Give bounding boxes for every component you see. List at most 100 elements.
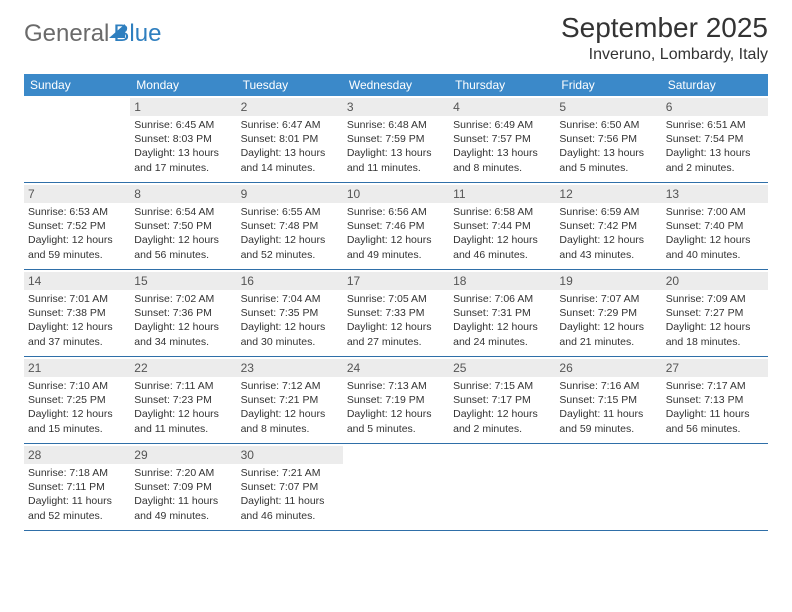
day-details: Sunrise: 7:02 AMSunset: 7:36 PMDaylight:… bbox=[134, 292, 232, 349]
day-details: Sunrise: 6:55 AMSunset: 7:48 PMDaylight:… bbox=[241, 205, 339, 262]
day-cell bbox=[662, 444, 768, 530]
day-details: Sunrise: 6:53 AMSunset: 7:52 PMDaylight:… bbox=[28, 205, 126, 262]
day-cell: 30 Sunrise: 7:21 AMSunset: 7:07 PMDayligh… bbox=[237, 444, 343, 530]
day-details: Sunrise: 6:51 AMSunset: 7:54 PMDaylight:… bbox=[666, 118, 764, 175]
day-details: Sunrise: 6:49 AMSunset: 7:57 PMDaylight:… bbox=[453, 118, 551, 175]
weekday-label: Sunday bbox=[24, 74, 130, 96]
week-row: 28Sunrise: 7:18 AMSunset: 7:11 PMDayligh… bbox=[24, 444, 768, 531]
day-number: 4 bbox=[449, 98, 555, 116]
day-number: 8 bbox=[130, 185, 236, 203]
day-number: 13 bbox=[662, 185, 768, 203]
weekday-label: Friday bbox=[555, 74, 661, 96]
day-cell: 28Sunrise: 7:18 AMSunset: 7:11 PMDayligh… bbox=[24, 444, 130, 530]
day-cell: 20 Sunrise: 7:09 AMSunset: 7:27 PMDayligh… bbox=[662, 270, 768, 356]
day-cell: 2 Sunrise: 6:47 AMSunset: 8:01 PMDaylight… bbox=[237, 96, 343, 182]
calendar: SundayMondayTuesdayWednesdayThursdayFrid… bbox=[24, 74, 768, 531]
day-details: Sunrise: 7:15 AMSunset: 7:17 PMDaylight:… bbox=[453, 379, 551, 436]
day-number: 24 bbox=[343, 359, 449, 377]
day-details: Sunrise: 6:56 AMSunset: 7:46 PMDaylight:… bbox=[347, 205, 445, 262]
day-number: 21 bbox=[24, 359, 130, 377]
day-cell: 19 Sunrise: 7:07 AMSunset: 7:29 PMDayligh… bbox=[555, 270, 661, 356]
day-cell: 7 Sunrise: 6:53 AMSunset: 7:52 PMDaylight… bbox=[24, 183, 130, 269]
day-number: 25 bbox=[449, 359, 555, 377]
day-number: 30 bbox=[237, 446, 343, 464]
day-cell: 18 Sunrise: 7:06 AMSunset: 7:31 PMDayligh… bbox=[449, 270, 555, 356]
day-cell: 11 Sunrise: 6:58 AMSunset: 7:44 PMDayligh… bbox=[449, 183, 555, 269]
day-cell: 3 Sunrise: 6:48 AMSunset: 7:59 PMDaylight… bbox=[343, 96, 449, 182]
day-number: 28 bbox=[24, 446, 130, 464]
day-cell: 29 Sunrise: 7:20 AMSunset: 7:09 PMDayligh… bbox=[130, 444, 236, 530]
day-number: 19 bbox=[555, 272, 661, 290]
day-cell: 23 Sunrise: 7:12 AMSunset: 7:21 PMDayligh… bbox=[237, 357, 343, 443]
day-number: 9 bbox=[237, 185, 343, 203]
day-cell: 25 Sunrise: 7:15 AMSunset: 7:17 PMDayligh… bbox=[449, 357, 555, 443]
day-cell: 6 Sunrise: 6:51 AMSunset: 7:54 PMDaylight… bbox=[662, 96, 768, 182]
weekday-label: Saturday bbox=[662, 74, 768, 96]
day-number: 6 bbox=[662, 98, 768, 116]
day-number: 14 bbox=[24, 272, 130, 290]
day-cell: 5 Sunrise: 6:50 AMSunset: 7:56 PMDaylight… bbox=[555, 96, 661, 182]
day-number: 20 bbox=[662, 272, 768, 290]
day-cell: 1 Sunrise: 6:45 AMSunset: 8:03 PMDaylight… bbox=[130, 96, 236, 182]
day-details: Sunrise: 7:20 AMSunset: 7:09 PMDaylight:… bbox=[134, 466, 232, 523]
day-number: 5 bbox=[555, 98, 661, 116]
day-cell: 16Sunrise: 7:04 AMSunset: 7:35 PMDayligh… bbox=[237, 270, 343, 356]
day-number: 2 bbox=[237, 98, 343, 116]
day-number: 15 bbox=[130, 272, 236, 290]
day-cell bbox=[343, 444, 449, 530]
day-cell: 13Sunrise: 7:00 AMSunset: 7:40 PMDayligh… bbox=[662, 183, 768, 269]
logo: General Blue bbox=[24, 12, 161, 48]
day-cell: 21Sunrise: 7:10 AMSunset: 7:25 PMDayligh… bbox=[24, 357, 130, 443]
day-number: 26 bbox=[555, 359, 661, 377]
day-number: 16 bbox=[237, 272, 343, 290]
day-details: Sunrise: 6:50 AMSunset: 7:56 PMDaylight:… bbox=[559, 118, 657, 175]
day-details: Sunrise: 7:12 AMSunset: 7:21 PMDaylight:… bbox=[241, 379, 339, 436]
day-details: Sunrise: 7:13 AMSunset: 7:19 PMDaylight:… bbox=[347, 379, 445, 436]
day-cell bbox=[24, 96, 130, 182]
day-details: Sunrise: 7:09 AMSunset: 7:27 PMDaylight:… bbox=[666, 292, 764, 349]
day-number: 27 bbox=[662, 359, 768, 377]
month-title: September 2025 bbox=[561, 12, 768, 44]
day-cell: 22 Sunrise: 7:11 AMSunset: 7:23 PMDayligh… bbox=[130, 357, 236, 443]
day-number: 10 bbox=[343, 185, 449, 203]
location: Inveruno, Lombardy, Italy bbox=[561, 46, 768, 64]
day-details: Sunrise: 6:47 AMSunset: 8:01 PMDaylight:… bbox=[241, 118, 339, 175]
day-cell: 14 Sunrise: 7:01 AMSunset: 7:38 PMDayligh… bbox=[24, 270, 130, 356]
week-row: 7 Sunrise: 6:53 AMSunset: 7:52 PMDaylight… bbox=[24, 183, 768, 270]
day-cell: 17Sunrise: 7:05 AMSunset: 7:33 PMDayligh… bbox=[343, 270, 449, 356]
day-number: 3 bbox=[343, 98, 449, 116]
header: General Blue September 2025 Inveruno, Lo… bbox=[24, 12, 768, 64]
day-details: Sunrise: 6:45 AMSunset: 8:03 PMDaylight:… bbox=[134, 118, 232, 175]
day-cell: 9 Sunrise: 6:55 AMSunset: 7:48 PMDaylight… bbox=[237, 183, 343, 269]
day-details: Sunrise: 7:16 AMSunset: 7:15 PMDaylight:… bbox=[559, 379, 657, 436]
day-number: 11 bbox=[449, 185, 555, 203]
day-cell: 15 Sunrise: 7:02 AMSunset: 7:36 PMDayligh… bbox=[130, 270, 236, 356]
day-number: 1 bbox=[130, 98, 236, 116]
day-cell bbox=[555, 444, 661, 530]
day-number: 18 bbox=[449, 272, 555, 290]
day-number: 23 bbox=[237, 359, 343, 377]
day-details: Sunrise: 6:54 AMSunset: 7:50 PMDaylight:… bbox=[134, 205, 232, 262]
day-details: Sunrise: 7:07 AMSunset: 7:29 PMDaylight:… bbox=[559, 292, 657, 349]
weekday-header: SundayMondayTuesdayWednesdayThursdayFrid… bbox=[24, 74, 768, 96]
day-number: 22 bbox=[130, 359, 236, 377]
day-details: Sunrise: 6:58 AMSunset: 7:44 PMDaylight:… bbox=[453, 205, 551, 262]
day-number: 29 bbox=[130, 446, 236, 464]
day-details: Sunrise: 7:01 AMSunset: 7:38 PMDaylight:… bbox=[28, 292, 126, 349]
day-cell: 12Sunrise: 6:59 AMSunset: 7:42 PMDayligh… bbox=[555, 183, 661, 269]
day-cell: 8 Sunrise: 6:54 AMSunset: 7:50 PMDaylight… bbox=[130, 183, 236, 269]
day-details: Sunrise: 7:05 AMSunset: 7:33 PMDaylight:… bbox=[347, 292, 445, 349]
day-details: Sunrise: 7:21 AMSunset: 7:07 PMDaylight:… bbox=[241, 466, 339, 523]
day-details: Sunrise: 7:06 AMSunset: 7:31 PMDaylight:… bbox=[453, 292, 551, 349]
day-details: Sunrise: 7:11 AMSunset: 7:23 PMDaylight:… bbox=[134, 379, 232, 436]
logo-text-blue: Blue bbox=[113, 20, 161, 48]
day-number: 7 bbox=[24, 185, 130, 203]
day-cell: 10 Sunrise: 6:56 AMSunset: 7:46 PMDayligh… bbox=[343, 183, 449, 269]
day-details: Sunrise: 6:48 AMSunset: 7:59 PMDaylight:… bbox=[347, 118, 445, 175]
weekday-label: Thursday bbox=[449, 74, 555, 96]
day-cell: 27Sunrise: 7:17 AMSunset: 7:13 PMDayligh… bbox=[662, 357, 768, 443]
weekday-label: Tuesday bbox=[237, 74, 343, 96]
day-cell bbox=[449, 444, 555, 530]
day-number: 12 bbox=[555, 185, 661, 203]
week-row: 21Sunrise: 7:10 AMSunset: 7:25 PMDayligh… bbox=[24, 357, 768, 444]
